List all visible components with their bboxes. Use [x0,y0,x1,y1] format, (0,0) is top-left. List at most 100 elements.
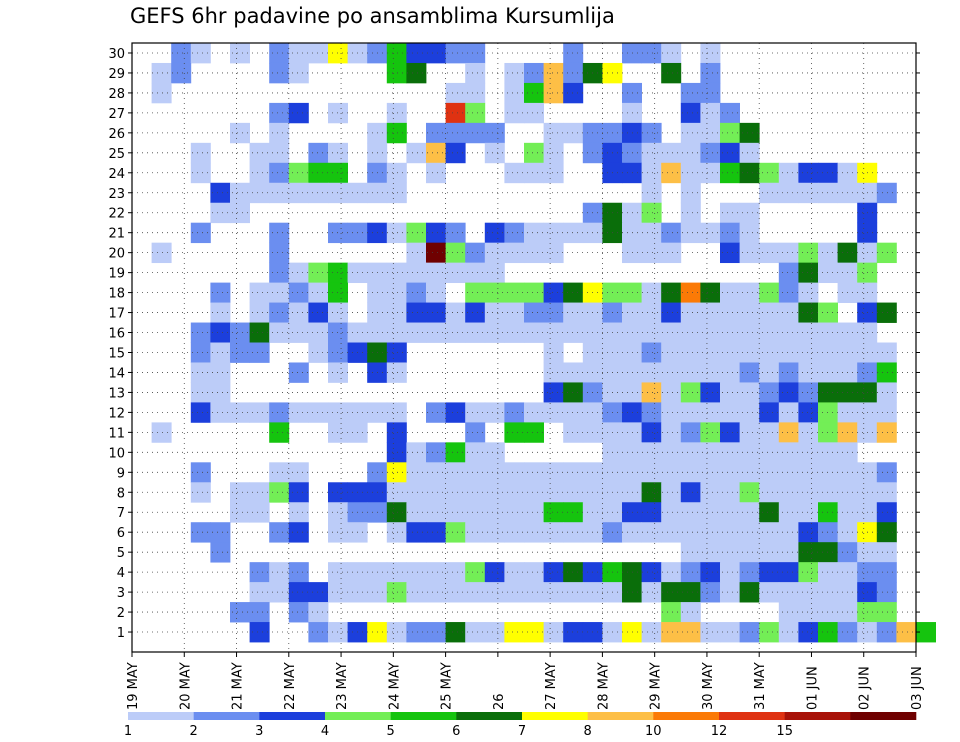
heat-cell [308,302,329,323]
heat-cell [151,62,172,84]
heat-cell [406,62,427,84]
heat-cell [445,82,466,104]
heat-cell [230,342,250,363]
heat-cell [759,362,780,383]
heat-cell [484,502,505,523]
legend-label: 1 [124,724,132,739]
y-tick-label: 2 [117,606,125,621]
legend-label: 7 [518,724,526,739]
legend-label: 3 [255,724,263,739]
heat-cell [524,102,544,124]
heat-cell [465,102,486,124]
y-tick-label: 16 [108,327,125,342]
heat-cell [700,162,721,184]
heat-cell [661,342,682,363]
heat-cell [269,122,290,144]
heat-cell [916,622,936,643]
heat-cell [269,222,290,244]
heat-cell [778,402,799,423]
heat-cell [798,262,819,284]
heat-cell [680,222,701,244]
heat-cell [876,622,897,643]
heat-cell [426,282,446,303]
heat-cell [876,422,897,443]
heat-cell [739,462,760,483]
heat-cell [759,622,780,643]
heat-cell [876,382,897,403]
heat-cell [720,522,740,543]
heat-cell [269,402,290,423]
heat-cell [445,402,466,423]
heat-cell [661,622,682,643]
heat-cell [739,282,760,303]
heat-cell [543,562,564,583]
heat-cell [484,622,505,643]
heat-cell [641,362,662,383]
heat-cell [739,202,760,224]
heat-cell [680,282,701,303]
heat-cell [406,442,427,463]
heat-cell [445,242,466,264]
heat-cell [484,262,505,284]
heat-cell [288,602,309,623]
heat-cell [230,182,250,204]
heat-cell [386,162,407,184]
heat-cell [426,222,446,244]
y-tick-label: 22 [108,207,125,222]
heat-cell [543,622,564,643]
heat-cell [680,542,701,563]
y-tick-label: 23 [108,187,125,202]
heat-cell [269,422,290,443]
heat-cell [641,142,662,164]
heat-cell [190,482,211,503]
heat-cell [661,562,682,583]
heat-cell [739,502,760,523]
heat-cell [798,442,819,463]
heat-cell [720,382,740,403]
heat-cell [563,222,584,244]
heat-cell [759,322,780,343]
heat-cell [230,202,250,224]
heat-cell [680,422,701,443]
y-tick-label: 7 [117,506,125,521]
heat-cell [465,442,486,463]
heat-cell [465,582,486,603]
legend-swatch [653,712,720,720]
heat-cell [563,82,584,104]
heat-cell [759,522,780,543]
heat-cell [680,342,701,363]
heat-cell [288,562,309,583]
heat-cell [641,122,662,144]
heat-cell [798,342,819,363]
heat-cell [720,102,740,124]
heat-cell [720,342,740,363]
heat-cell [641,422,662,443]
heat-cell [288,482,309,503]
heat-cell [661,322,682,343]
y-tick-label: 6 [117,526,125,541]
heat-cell [798,422,819,443]
heat-cell [504,162,525,184]
heat-cell [249,402,270,423]
heat-cell [210,282,231,303]
heat-cell [720,502,740,523]
heat-cell [524,282,544,303]
heat-cell [680,322,701,343]
heat-cell [426,462,446,483]
heat-cell [484,302,505,323]
heat-cell [543,282,564,303]
legend-label: 8 [584,724,592,739]
heat-cell [484,122,505,144]
heat-cell [700,522,721,543]
x-tick-label: 22 MAY [283,662,298,710]
heat-cell [778,182,799,204]
heat-cell [700,322,721,343]
heat-cell [563,402,584,423]
heat-cell [778,502,799,523]
heat-cell [269,562,290,583]
heat-cell [504,62,525,84]
heat-cell [661,502,682,523]
heat-cell [543,242,564,264]
heat-cell [680,522,701,543]
heat-cell [739,362,760,383]
